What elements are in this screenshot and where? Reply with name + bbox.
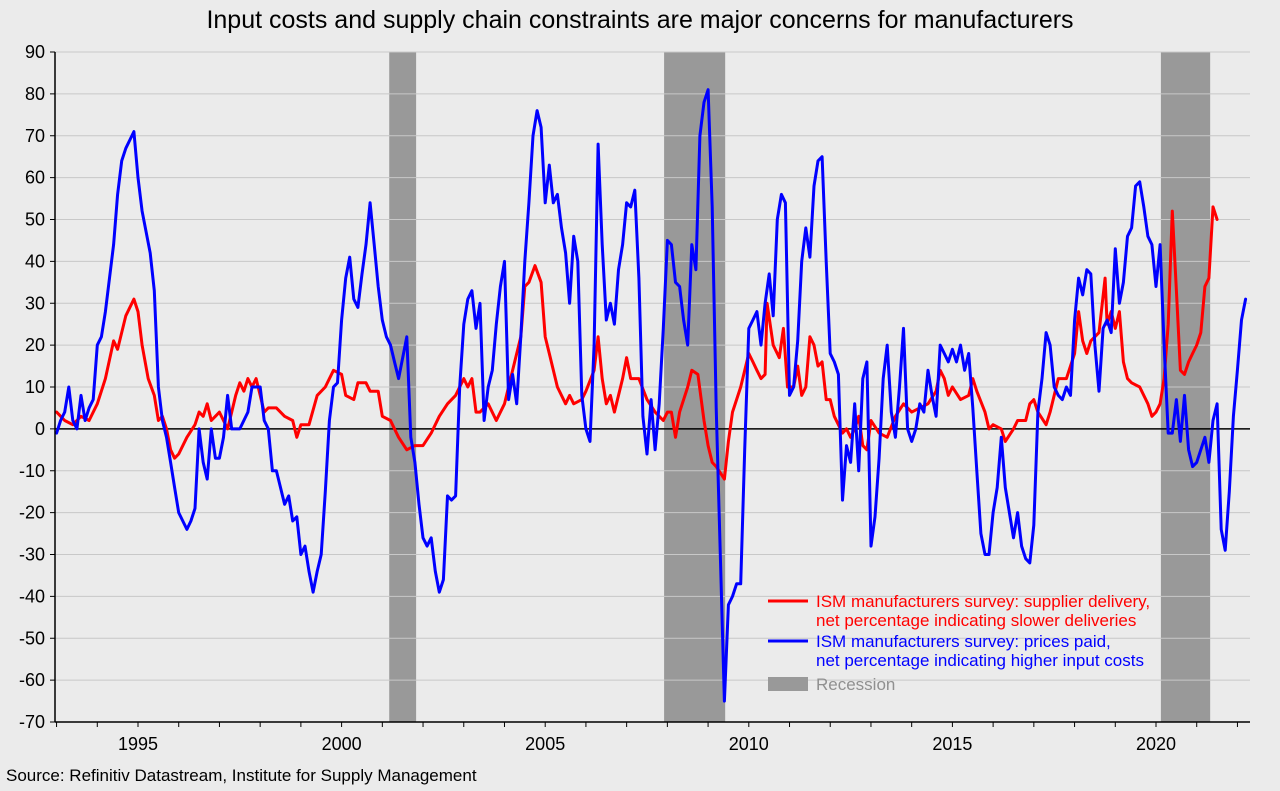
y-tick-label: -20 — [19, 503, 45, 523]
y-tick-label: 20 — [25, 335, 45, 355]
x-tick-label: 1995 — [118, 734, 158, 754]
source-note: Source: Refinitiv Datastream, Institute … — [6, 766, 477, 785]
legend-label-line2: net percentage indicating higher input c… — [816, 651, 1144, 670]
chart-title: Input costs and supply chain constraints… — [206, 6, 1074, 34]
x-tick-label: 2015 — [932, 734, 972, 754]
legend-label: ISM manufacturers survey: prices paid, — [816, 632, 1111, 651]
y-tick-label: -50 — [19, 628, 45, 648]
series-line-supplier-delivery — [55, 205, 1219, 481]
y-tick-label: 10 — [25, 377, 45, 397]
legend-label: Recession — [816, 675, 895, 694]
legend: ISM manufacturers survey: supplier deliv… — [768, 592, 1150, 694]
y-axis-tick-labels: -70 -60 -50 -40 -30 -20 -10 0 10 20 30 40 50 60 70 80 90 — [19, 42, 45, 732]
x-tick-label: 2020 — [1136, 734, 1176, 754]
y-tick-label: 60 — [25, 168, 45, 188]
legend-swatch-recession — [768, 677, 808, 691]
y-tick-label: 30 — [25, 293, 45, 313]
y-tick-label: 50 — [25, 210, 45, 230]
y-tick-label: 70 — [25, 126, 45, 146]
y-tick-label: -30 — [19, 545, 45, 565]
x-axis-tick-labels: 1995 2000 2005 2010 2015 2020 — [118, 734, 1176, 754]
legend-label-line2: net percentage indicating slower deliver… — [816, 611, 1136, 630]
y-tick-label: 0 — [35, 419, 45, 439]
y-tick-label: -70 — [19, 712, 45, 732]
y-tick-label: -40 — [19, 586, 45, 606]
y-tick-label: -60 — [19, 670, 45, 690]
series-line-prices-paid — [55, 88, 1248, 703]
legend-label: ISM manufacturers survey: supplier deliv… — [816, 592, 1150, 611]
x-tick-label: 2005 — [525, 734, 565, 754]
y-tick-label: 80 — [25, 84, 45, 104]
x-tick-label: 2000 — [322, 734, 362, 754]
series-lines — [55, 88, 1248, 703]
y-tick-label: -10 — [19, 461, 45, 481]
x-tick-label: 2010 — [729, 734, 769, 754]
y-tick-label: 90 — [25, 42, 45, 62]
grid-lines — [55, 51, 1250, 723]
axes — [50, 51, 1250, 727]
y-tick-label: 40 — [25, 251, 45, 271]
